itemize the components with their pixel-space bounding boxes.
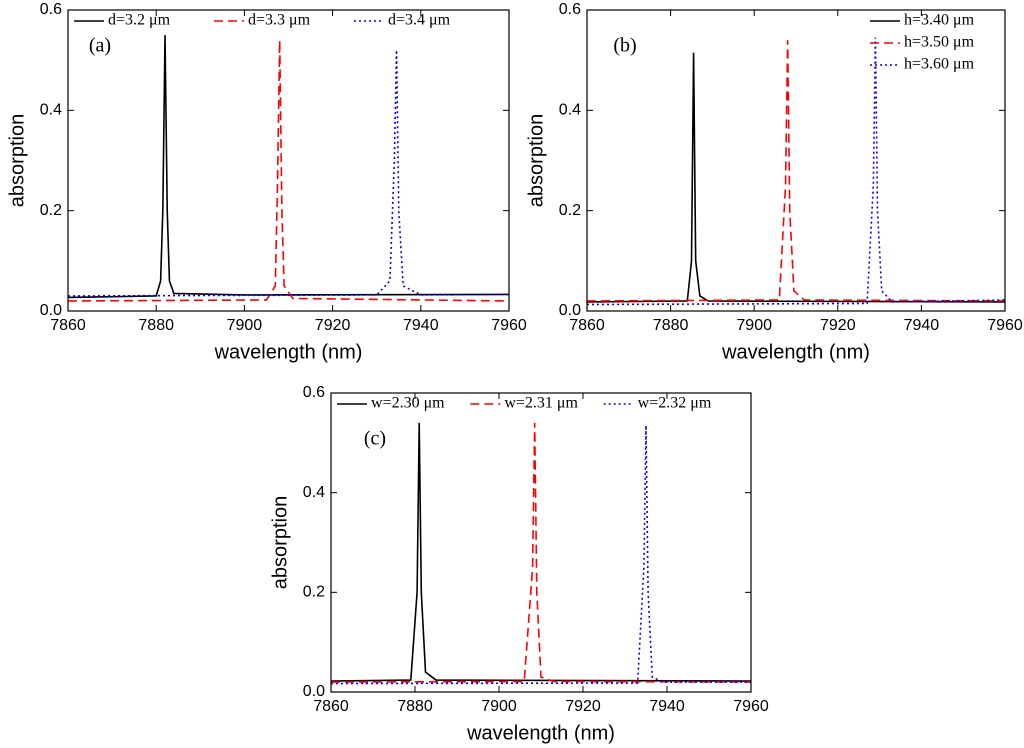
- series-line: [587, 40, 1005, 302]
- x-tick-label: 7940: [649, 698, 685, 715]
- series-line: [331, 425, 751, 685]
- series-line: [68, 40, 509, 302]
- panel-label: (c): [364, 428, 386, 450]
- x-tick-label: 7920: [820, 317, 856, 334]
- x-tick-label: 7880: [653, 317, 689, 334]
- y-tick-label: 0.0: [303, 683, 325, 700]
- y-tick-label: 0.6: [559, 1, 581, 18]
- series-line: [331, 422, 751, 683]
- y-axis-label: absorption: [525, 114, 547, 207]
- x-tick-label: 7920: [565, 698, 601, 715]
- x-axis-label: wavelength (nm): [466, 722, 615, 744]
- x-axis-label: wavelength (nm): [721, 341, 870, 363]
- series-line: [331, 422, 751, 682]
- y-tick-label: 0.0: [559, 302, 581, 319]
- x-tick-label: 7860: [569, 317, 605, 334]
- y-axis-label: absorption: [6, 114, 28, 207]
- x-axis-label: wavelength (nm): [214, 341, 363, 363]
- y-axis-label: absorption: [269, 496, 291, 589]
- panel-label: (b): [613, 35, 636, 57]
- x-tick-label: 7880: [138, 317, 174, 334]
- series-line: [68, 35, 509, 299]
- y-tick-label: 0.6: [40, 1, 62, 18]
- legend-label: d=3.3 μm: [248, 12, 311, 29]
- x-tick-label: 7900: [481, 698, 517, 715]
- legend-label: h=3.60 μm: [904, 56, 975, 73]
- series-line: [68, 50, 509, 297]
- x-tick-label: 7880: [397, 698, 433, 715]
- y-tick-label: 0.4: [559, 102, 581, 119]
- legend-label: d=3.4 μm: [388, 12, 451, 29]
- y-tick-label: 0.2: [559, 202, 581, 219]
- plot-frame: [330, 392, 752, 693]
- x-tick-label: 7960: [987, 317, 1023, 334]
- y-tick-label: 0.2: [303, 584, 325, 601]
- legend-label: h=3.40 μm: [904, 12, 975, 29]
- x-tick-label: 7860: [313, 698, 349, 715]
- legend-label: w=2.30 μm: [371, 395, 445, 412]
- x-tick-label: 7900: [227, 317, 263, 334]
- y-tick-label: 0.0: [40, 302, 62, 319]
- y-tick-label: 0.4: [303, 484, 325, 501]
- legend-label: w=2.32 μm: [638, 395, 712, 412]
- legend-label: h=3.50 μm: [904, 34, 975, 51]
- y-tick-label: 0.6: [303, 384, 325, 401]
- x-tick-label: 7940: [403, 317, 439, 334]
- legend-label: d=3.2 μm: [108, 12, 171, 29]
- x-tick-label: 7920: [315, 317, 351, 334]
- plot-frame: [586, 9, 1006, 312]
- y-tick-label: 0.4: [40, 102, 62, 119]
- y-tick-label: 0.2: [40, 202, 62, 219]
- series-line: [587, 37, 1005, 306]
- x-tick-label: 7960: [491, 317, 527, 334]
- series-line: [587, 52, 1005, 303]
- x-tick-label: 7900: [736, 317, 772, 334]
- panel-label: (a): [89, 35, 111, 57]
- plot-frame: [67, 9, 510, 312]
- x-tick-label: 7860: [50, 317, 86, 334]
- legend-label: w=2.31 μm: [504, 395, 578, 412]
- x-tick-label: 7940: [904, 317, 940, 334]
- x-tick-label: 7960: [733, 698, 769, 715]
